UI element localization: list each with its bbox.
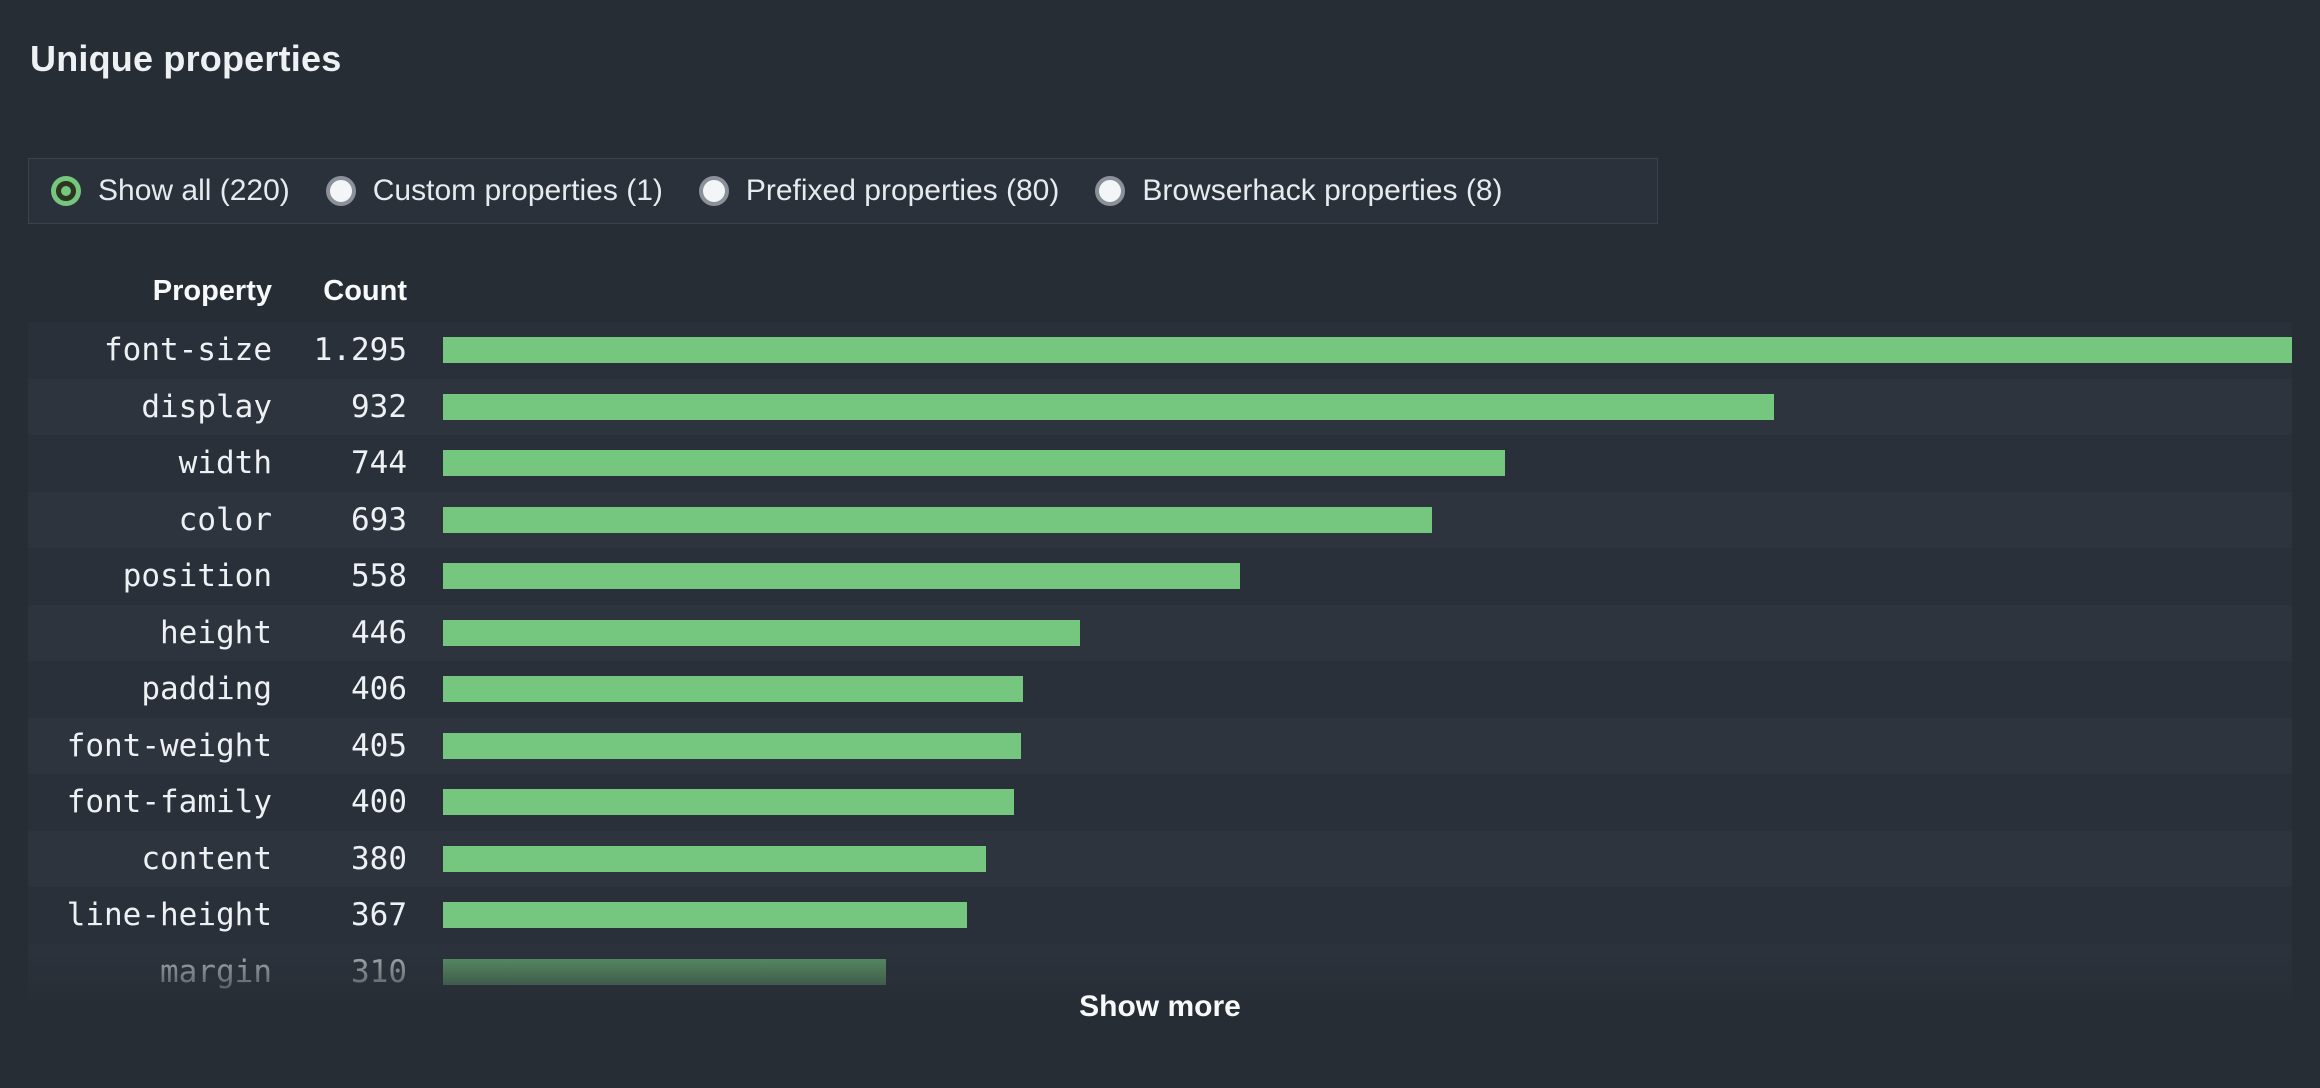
- property-name: font-weight: [66, 727, 272, 764]
- property-count: 310: [351, 953, 407, 990]
- table-row: height 446: [28, 604, 2292, 661]
- radio-icon[interactable]: [698, 176, 729, 206]
- filter-label: Custom properties (1): [372, 174, 663, 207]
- show-more-button[interactable]: Show more: [1079, 990, 1241, 1023]
- count-bar: [443, 676, 1023, 703]
- count-bar: [443, 506, 1433, 533]
- table-row: font-size 1.295: [28, 322, 2292, 379]
- bar-cell: [407, 450, 2292, 477]
- bar-cell: [407, 676, 2292, 703]
- bar-cell: [407, 506, 2292, 533]
- property-name: content: [141, 840, 272, 877]
- property-name: position: [122, 558, 272, 595]
- count-bar: [443, 619, 1080, 646]
- property-name: margin: [160, 953, 272, 990]
- property-count: 446: [351, 614, 407, 651]
- table-row: margin 310: [28, 943, 2292, 1000]
- property-count: 932: [351, 388, 407, 425]
- property-name: font-family: [66, 784, 272, 821]
- properties-table: Property Count font-size 1.295 display 9…: [28, 260, 2292, 1000]
- property-name: color: [178, 501, 272, 538]
- count-bar: [443, 845, 986, 872]
- filter-option-3[interactable]: Browserhack properties (8): [1095, 174, 1503, 208]
- property-count: 400: [351, 784, 407, 821]
- count-bar: [443, 450, 1506, 477]
- bar-cell: [407, 789, 2292, 816]
- bar-cell: [407, 902, 2292, 929]
- radio-icon[interactable]: [51, 176, 81, 206]
- property-count: 380: [351, 840, 407, 877]
- count-bar: [443, 337, 2292, 364]
- property-name: height: [160, 614, 272, 651]
- bar-cell: [407, 958, 2292, 985]
- radio-icon[interactable]: [325, 176, 356, 206]
- filter-option-1[interactable]: Custom properties (1): [325, 174, 663, 208]
- property-count: 693: [351, 501, 407, 538]
- property-name: display: [141, 388, 272, 425]
- bar-cell: [407, 845, 2292, 872]
- table-row: position 558: [28, 548, 2292, 605]
- table-rows: font-size 1.295 display 932 width 744: [28, 322, 2292, 1000]
- property-count: 1.295: [313, 332, 407, 369]
- property-name: padding: [141, 671, 272, 708]
- filter-label: Show all (220): [98, 174, 290, 207]
- bar-cell: [407, 393, 2292, 420]
- table-row: padding 406: [28, 661, 2292, 718]
- count-bar: [443, 789, 1015, 816]
- bar-cell: [407, 337, 2292, 364]
- filter-option-0[interactable]: Show all (220): [51, 174, 290, 208]
- column-header-property: Property: [152, 274, 272, 307]
- property-count: 558: [351, 558, 407, 595]
- page-title: Unique properties: [30, 38, 342, 79]
- count-bar: [443, 902, 967, 929]
- table-row: color 693: [28, 491, 2292, 548]
- property-name: width: [178, 445, 272, 482]
- count-bar: [443, 958, 886, 985]
- bar-cell: [407, 619, 2292, 646]
- table-row: font-family 400: [28, 774, 2292, 831]
- table-row: width 744: [28, 435, 2292, 492]
- table-row: display 932: [28, 378, 2292, 435]
- property-name: font-size: [104, 332, 272, 369]
- property-count: 405: [351, 727, 407, 764]
- property-count: 744: [351, 445, 407, 482]
- table-row: line-height 367: [28, 887, 2292, 944]
- table-row: content 380: [28, 830, 2292, 887]
- radio-icon[interactable]: [1095, 176, 1126, 206]
- count-bar: [443, 732, 1022, 759]
- property-count: 367: [351, 897, 407, 934]
- filter-radio-group: Show all (220) Custom properties (1) Pre…: [28, 158, 1658, 224]
- table-row: font-weight 405: [28, 717, 2292, 774]
- filter-label: Prefixed properties (80): [745, 174, 1060, 207]
- bar-cell: [407, 732, 2292, 759]
- count-bar: [443, 563, 1240, 590]
- filter-label: Browserhack properties (8): [1142, 174, 1503, 207]
- column-header-count: Count: [323, 274, 407, 307]
- property-name: line-height: [66, 897, 272, 934]
- filter-option-2[interactable]: Prefixed properties (80): [698, 174, 1060, 208]
- table-header-row: Property Count: [28, 260, 2292, 322]
- bar-cell: [407, 563, 2292, 590]
- property-count: 406: [351, 671, 407, 708]
- count-bar: [443, 393, 1774, 420]
